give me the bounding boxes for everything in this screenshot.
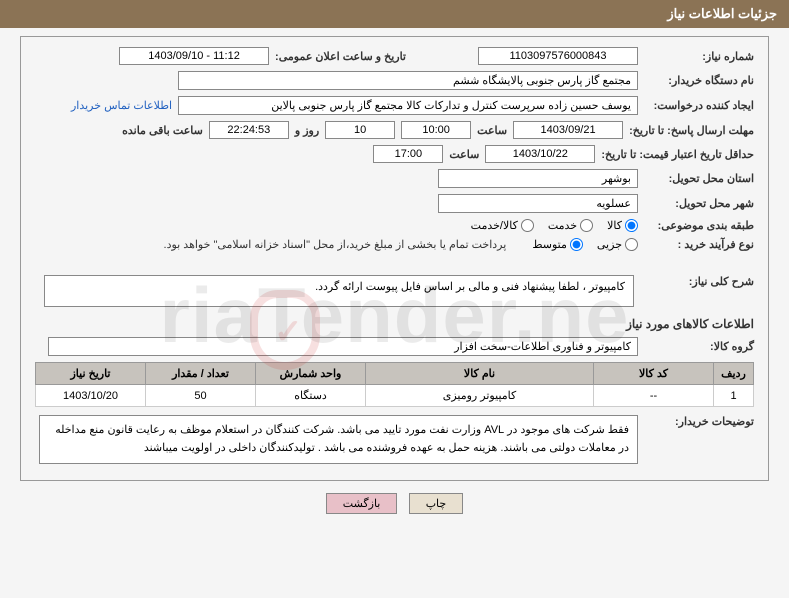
table-header-row: ردیفکد کالانام کالاواحد شمارشتعداد / مقد… — [36, 363, 754, 385]
table-cell: -- — [594, 385, 714, 407]
buyer-org-value: مجتمع گاز پارس جنوبی پالایشگاه ششم — [178, 71, 638, 90]
province-label: استان محل تحویل: — [644, 172, 754, 185]
requester-label: ایجاد کننده درخواست: — [644, 99, 754, 112]
province-value: بوشهر — [438, 169, 638, 188]
city-value: عسلویه — [438, 194, 638, 213]
table-cell: 50 — [146, 385, 256, 407]
buyer-notes-value: فقط شرکت های موجود در AVL وزارت نفت مورد… — [39, 415, 638, 464]
process-partial-label: جزیی — [597, 238, 622, 251]
row-goods-group: گروه کالا: کامپیوتر و فناوری اطلاعات-سخت… — [35, 337, 754, 356]
goods-group-label: گروه کالا: — [644, 340, 754, 353]
table-header-cell: تعداد / مقدار — [146, 363, 256, 385]
row-province: استان محل تحویل: بوشهر — [35, 169, 754, 188]
panel-title: جزئیات اطلاعات نیاز — [667, 6, 777, 21]
row-min-validity: حداقل تاریخ اعتبار قیمت: تا تاریخ: 1403/… — [35, 145, 754, 163]
back-button[interactable]: بازگشت — [326, 493, 398, 514]
process-medium-option[interactable]: متوسط — [532, 238, 583, 251]
topic-service-label: خدمت — [548, 219, 577, 232]
process-partial-radio[interactable] — [625, 238, 638, 251]
announce-value: 1403/09/10 - 11:12 — [119, 47, 269, 65]
topic-class-label: طبقه بندی موضوعی: — [644, 219, 754, 232]
process-medium-radio[interactable] — [570, 238, 583, 251]
table-header-cell: نام کالا — [366, 363, 594, 385]
row-need-number: شماره نیاز: 1103097576000843 تاریخ و ساع… — [35, 47, 754, 65]
topic-both-option[interactable]: کالا/خدمت — [471, 219, 534, 232]
deadline-reply-time-label: ساعت — [477, 124, 507, 137]
deadline-reply-hms: 22:24:53 — [209, 121, 289, 139]
min-validity-time: 17:00 — [373, 145, 443, 163]
topic-service-radio[interactable] — [580, 219, 593, 232]
buyer-contact-link[interactable]: اطلاعات تماس خریدار — [71, 99, 172, 112]
table-cell: دستگاه — [256, 385, 366, 407]
requester-value: یوسف حسین زاده سرپرست کنترل و تدارکات کا… — [178, 96, 638, 115]
table-body: 1--کامپیوتر رومیزیدستگاه501403/10/20 — [36, 385, 754, 407]
city-label: شهر محل تحویل: — [644, 197, 754, 210]
topic-both-label: کالا/خدمت — [471, 219, 518, 232]
row-city: شهر محل تحویل: عسلویه — [35, 194, 754, 213]
purchase-process-label: نوع فرآیند خرید : — [644, 238, 754, 251]
row-deadline-reply: مهلت ارسال پاسخ: تا تاریخ: 1403/09/21 سا… — [35, 121, 754, 139]
row-purchase-process: نوع فرآیند خرید : جزیی متوسط پرداخت تمام… — [35, 238, 754, 251]
announce-label: تاریخ و ساعت اعلان عمومی: — [275, 50, 406, 63]
row-requester: ایجاد کننده درخواست: یوسف حسین زاده سرپر… — [35, 96, 754, 115]
deadline-reply-time: 10:00 — [401, 121, 471, 139]
topic-both-radio[interactable] — [521, 219, 534, 232]
buyer-org-label: نام دستگاه خریدار: — [644, 74, 754, 87]
row-buyer-org: نام دستگاه خریدار: مجتمع گاز پارس جنوبی … — [35, 71, 754, 90]
general-desc-label: شرح کلی نیاز: — [644, 275, 754, 288]
deadline-reply-date: 1403/09/21 — [513, 121, 623, 139]
table-header-cell: ردیف — [714, 363, 754, 385]
table-header-cell: واحد شمارش — [256, 363, 366, 385]
topic-goods-label: کالا — [607, 219, 622, 232]
table-cell: 1403/10/20 — [36, 385, 146, 407]
topic-goods-radio[interactable] — [625, 219, 638, 232]
button-bar: چاپ بازگشت — [0, 493, 789, 514]
table-header-cell: تاریخ نیاز — [36, 363, 146, 385]
min-validity-time-label: ساعت — [449, 148, 479, 161]
deadline-remaining: ساعت باقی مانده — [122, 124, 203, 137]
panel-header: جزئیات اطلاعات نیاز — [0, 0, 789, 28]
deadline-reply-label: مهلت ارسال پاسخ: تا تاریخ: — [629, 124, 754, 137]
table-cell: کامپیوتر رومیزی — [366, 385, 594, 407]
min-validity-date: 1403/10/22 — [485, 145, 595, 163]
need-number-value: 1103097576000843 — [478, 47, 638, 65]
topic-service-option[interactable]: خدمت — [548, 219, 593, 232]
buyer-notes-label: توضیحات خریدار: — [644, 415, 754, 428]
general-desc-value: کامپیوتر ، لطفا پیشنهاد فنی و مالی بر اس… — [44, 275, 634, 307]
print-button[interactable]: چاپ — [409, 493, 464, 514]
deadline-days-suffix: روز و — [295, 124, 319, 137]
min-validity-label: حداقل تاریخ اعتبار قیمت: تا تاریخ: — [601, 148, 754, 161]
row-general-desc: شرح کلی نیاز: کامپیوتر ، لطفا پیشنهاد فن… — [35, 275, 754, 307]
goods-group-value: کامپیوتر و فناوری اطلاعات-سخت افزار — [48, 337, 638, 356]
table-row: 1--کامپیوتر رومیزیدستگاه501403/10/20 — [36, 385, 754, 407]
row-buyer-notes: توضیحات خریدار: فقط شرکت های موجود در AV… — [35, 415, 754, 464]
process-partial-option[interactable]: جزیی — [597, 238, 638, 251]
need-number-label: شماره نیاز: — [644, 50, 754, 63]
purchase-process-note: پرداخت تمام یا بخشی از مبلغ خرید،از محل … — [164, 238, 507, 251]
goods-info-title: اطلاعات کالاهای مورد نیاز — [35, 317, 754, 331]
goods-table: ردیفکد کالانام کالاواحد شمارشتعداد / مقد… — [35, 362, 754, 407]
purchase-process-group: جزیی متوسط — [532, 238, 638, 251]
content-frame: شماره نیاز: 1103097576000843 تاریخ و ساع… — [20, 36, 769, 481]
row-topic-class: طبقه بندی موضوعی: کالا خدمت کالا/خدمت — [35, 219, 754, 232]
table-cell: 1 — [714, 385, 754, 407]
deadline-reply-days: 10 — [325, 121, 395, 139]
table-header-cell: کد کالا — [594, 363, 714, 385]
topic-class-group: کالا خدمت کالا/خدمت — [471, 219, 638, 232]
topic-goods-option[interactable]: کالا — [607, 219, 638, 232]
process-medium-label: متوسط — [532, 238, 567, 251]
